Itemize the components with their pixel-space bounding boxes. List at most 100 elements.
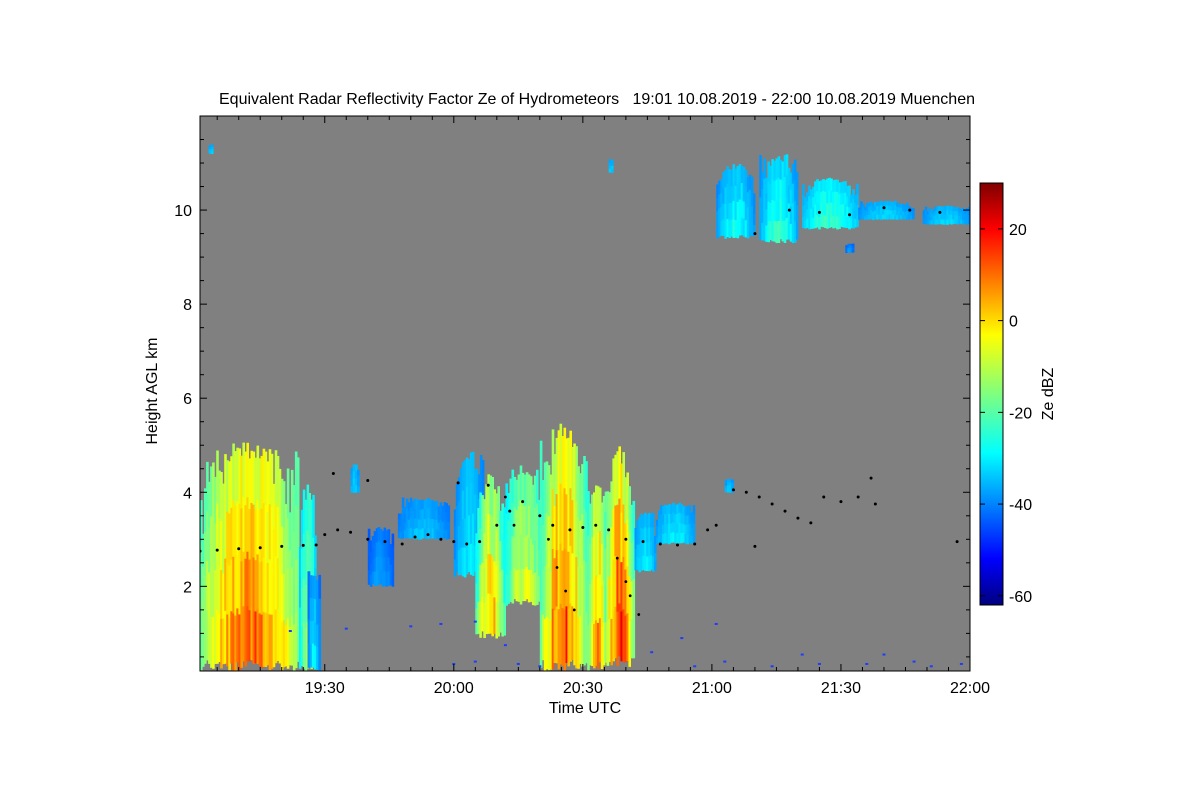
x-tick-label: 22:00 [950, 680, 990, 697]
sparse-echo-point [882, 653, 886, 656]
echo-cell [890, 210, 893, 216]
echo-cell [806, 209, 809, 220]
echo-cell [664, 504, 667, 515]
melting-layer-point [869, 476, 873, 480]
echo-cell [940, 219, 943, 225]
echo-cell [423, 500, 427, 511]
echo-cell [208, 151, 212, 154]
echo-cell [517, 537, 521, 571]
echo-cell [555, 494, 559, 551]
echo-cell [519, 569, 523, 605]
echo-cell [642, 555, 645, 570]
melting-layer-point [693, 542, 697, 546]
echo-cell [583, 508, 586, 561]
core-streak-point [547, 537, 550, 541]
echo-cell [966, 212, 969, 217]
echo-cell [892, 205, 895, 211]
echo-cell [744, 170, 748, 188]
echo-cell [896, 206, 899, 212]
echo-cell [403, 506, 407, 516]
echo-cell [842, 192, 845, 205]
echo-cell [856, 194, 859, 206]
echo-cell [773, 221, 777, 242]
echo-cell [387, 557, 391, 572]
echo-cell [419, 500, 423, 511]
echo-cell [369, 540, 373, 553]
echo-cell [407, 520, 411, 530]
echo-cell [272, 575, 276, 622]
echo-cell [842, 204, 845, 217]
echo-cell [638, 530, 641, 545]
echo-cell [479, 455, 483, 486]
echo-cell [960, 216, 963, 221]
echo-cell [350, 468, 354, 475]
echo-cell [214, 570, 217, 618]
melting-layer-point [796, 516, 800, 520]
echo-cell [288, 512, 292, 551]
echo-cell [870, 201, 873, 207]
echo-cell [465, 515, 469, 546]
melting-layer-point [280, 544, 284, 548]
echo-cell [638, 544, 641, 559]
melting-layer-point [366, 537, 370, 541]
core-streak-point [624, 580, 628, 584]
echo-cell [375, 556, 379, 572]
echo-cell [557, 430, 561, 491]
echo-cell [475, 495, 479, 522]
echo-cell [840, 182, 843, 194]
echo-cell [439, 528, 443, 538]
echo-cell [954, 219, 957, 224]
echo-cell [848, 218, 851, 230]
echo-cell [311, 575, 315, 599]
echo-cell [748, 189, 752, 206]
echo-cell [666, 514, 669, 525]
echo-cell [812, 217, 815, 229]
echo-cell [874, 214, 877, 220]
echo-cell [674, 514, 677, 525]
echo-cell [854, 210, 857, 220]
echo-cell [425, 499, 429, 510]
echo-cell [882, 214, 885, 220]
echo-cell [964, 210, 967, 215]
echo-cell [561, 608, 565, 666]
echo-cell [485, 558, 488, 597]
echo-cell [726, 218, 729, 237]
echo-cell [429, 528, 433, 539]
echo-cell [940, 215, 943, 221]
echo-cell [316, 647, 319, 670]
echo-cell [270, 614, 274, 669]
melting-layer-point [753, 232, 757, 236]
echo-cell [262, 448, 266, 504]
echo-cell [690, 512, 694, 521]
echo-cell [678, 522, 681, 534]
echo-cell [302, 623, 306, 669]
echo-cell [391, 546, 395, 561]
melting-layer-point [258, 546, 262, 550]
echo-cell [226, 614, 229, 667]
echo-cell [678, 502, 681, 514]
echo-cell [814, 216, 817, 229]
echo-cell [589, 584, 592, 626]
echo-region [539, 423, 588, 671]
sparse-echo-point [770, 665, 774, 668]
echo-cell [367, 542, 371, 557]
echo-cell [567, 437, 570, 496]
echo-cell [716, 184, 719, 199]
y-axis-label: Height AGL km [144, 337, 161, 444]
echo-cell [765, 193, 768, 211]
echo-region [858, 200, 915, 221]
echo-cell [734, 168, 738, 187]
echo-cell [773, 200, 777, 222]
echo-region [475, 474, 506, 639]
echo-cell [688, 533, 692, 544]
echo-cell [278, 614, 282, 664]
echo-cell [930, 210, 934, 215]
echo-cell [443, 502, 447, 512]
echo-cell [304, 627, 308, 671]
echo-cell [604, 622, 607, 660]
echo-cell [555, 550, 559, 608]
echo-cell [531, 484, 535, 516]
echo-cell [932, 212, 936, 217]
sparse-echo-point [693, 665, 697, 668]
echo-cell [844, 215, 847, 228]
